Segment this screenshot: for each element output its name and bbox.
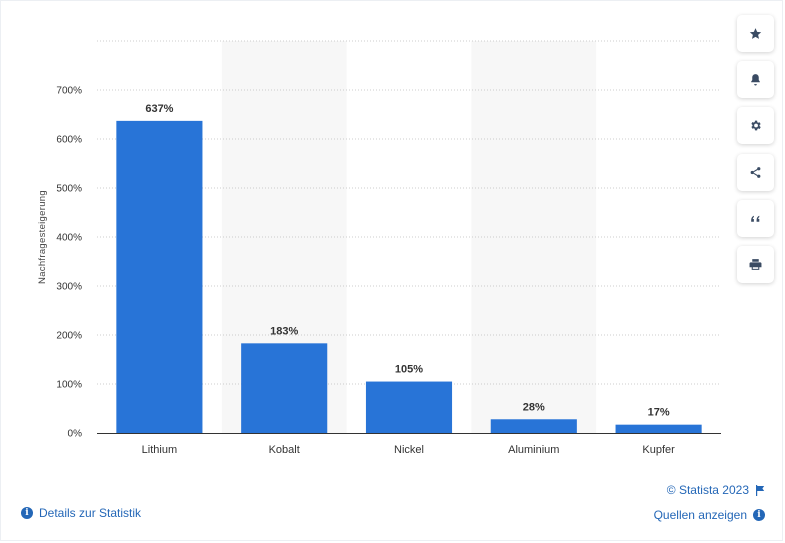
category-label: Nickel xyxy=(394,444,424,456)
notification-button[interactable] xyxy=(737,61,774,99)
info-icon: i xyxy=(753,509,765,521)
info-icon: i xyxy=(21,507,33,519)
bar[interactable] xyxy=(116,120,203,434)
y-tick-label: 700% xyxy=(56,86,82,97)
data-label: 17% xyxy=(648,407,670,419)
copyright-line: © Statista 2023 xyxy=(667,483,765,497)
y-tick-label: 500% xyxy=(56,184,82,195)
star-icon xyxy=(749,28,762,39)
copyright-text: © Statista 2023 xyxy=(666,483,749,497)
flag-icon[interactable] xyxy=(755,484,765,496)
print-icon xyxy=(749,259,762,270)
bar[interactable] xyxy=(615,424,702,433)
cite-button[interactable] xyxy=(737,199,774,237)
category-label: Kupfer xyxy=(642,444,675,456)
bar[interactable] xyxy=(365,381,453,433)
quote-icon xyxy=(751,215,760,222)
data-label: 28% xyxy=(523,401,545,413)
side-toolbar xyxy=(737,15,775,292)
y-tick-label: 100% xyxy=(56,380,82,391)
grid-layer xyxy=(97,40,721,434)
y-tick-label: 400% xyxy=(56,233,82,244)
labels-layer: 0% 100% 200% 300% 400% 500% 600% 700% 637% Lithiu… xyxy=(56,86,675,457)
print-button[interactable] xyxy=(737,245,774,283)
bars-layer xyxy=(116,120,702,434)
y-tick-label: 300% xyxy=(56,282,82,293)
bar[interactable] xyxy=(241,343,328,433)
y-tick-label: 200% xyxy=(56,331,82,342)
bell-icon xyxy=(751,74,760,86)
share-icon xyxy=(750,166,761,178)
gear-icon xyxy=(751,121,761,131)
sources-link[interactable]: Quellen anzeigen i xyxy=(654,508,765,522)
y-tick-label: 0% xyxy=(68,429,83,440)
bar[interactable] xyxy=(490,419,577,433)
data-label: 105% xyxy=(395,364,423,376)
details-label: Details zur Statistik xyxy=(39,506,142,520)
data-label: 183% xyxy=(270,325,298,337)
details-link[interactable]: i Details zur Statistik xyxy=(21,506,141,520)
favorite-button[interactable] xyxy=(737,15,774,52)
y-axis-title: Nachfragesteigerung xyxy=(37,190,48,284)
y-tick-label: 600% xyxy=(56,135,82,146)
data-label: 637% xyxy=(145,103,173,115)
settings-button[interactable] xyxy=(737,107,774,145)
share-button[interactable] xyxy=(737,153,774,191)
category-label: Kobalt xyxy=(269,444,300,456)
category-stripe xyxy=(471,41,597,433)
category-label: Aluminium xyxy=(508,444,559,456)
category-label: Lithium xyxy=(142,444,177,456)
sources-label: Quellen anzeigen xyxy=(653,508,747,522)
